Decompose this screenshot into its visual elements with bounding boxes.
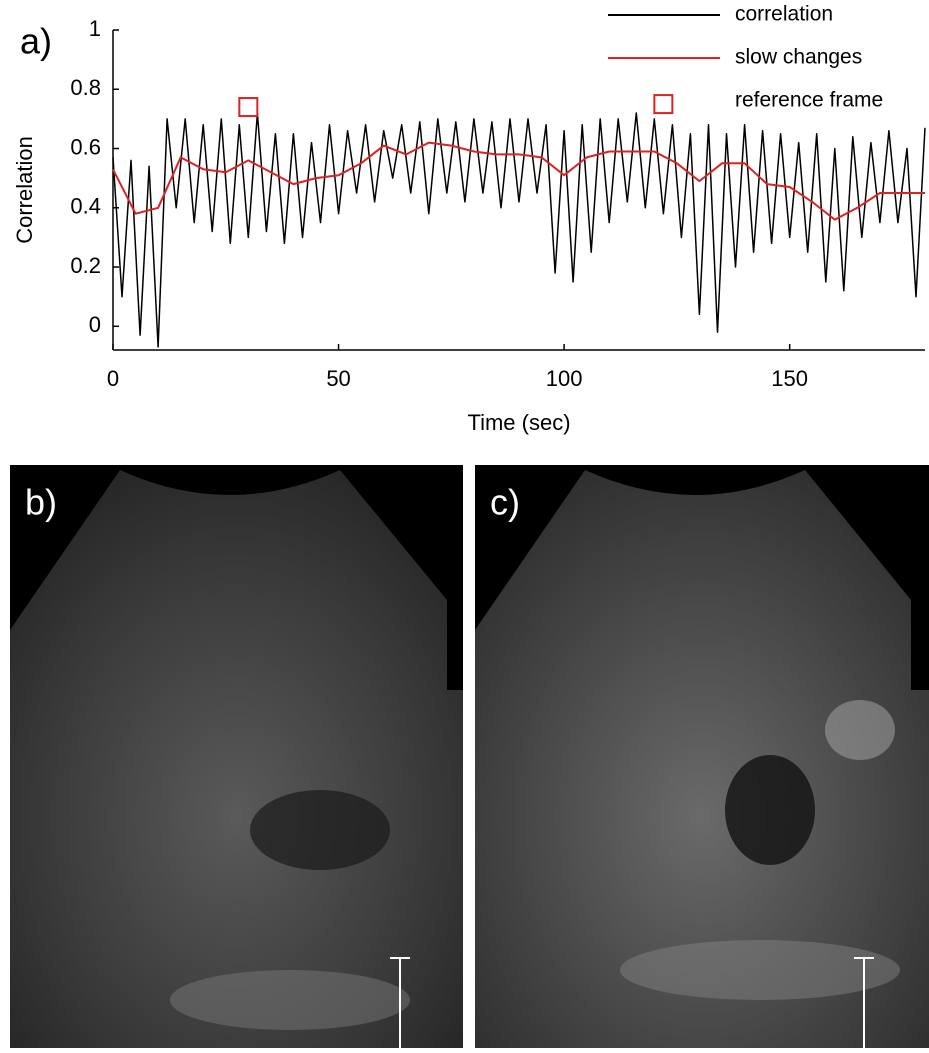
y-tick-label: 0 [89, 312, 101, 337]
reference-marker [653, 94, 674, 115]
legend-label: slow changes [735, 46, 862, 69]
y-tick-label: 0.2 [70, 253, 101, 278]
y-tick-label: 1 [89, 16, 101, 41]
ultrasound-c: c) [475, 465, 929, 1048]
legend-label: reference frame [735, 89, 883, 112]
series-line [112, 141, 925, 221]
y-axis-label: Correlation [12, 136, 37, 244]
x-tick-label: 100 [546, 366, 583, 391]
panel-label: b) [25, 482, 57, 523]
x-tick-label: 0 [107, 366, 119, 391]
ultrasound-b: b) [10, 465, 463, 1048]
legend-label: correlation [735, 3, 833, 26]
series-line [112, 112, 926, 348]
panel-label: a) [20, 21, 52, 62]
reference-marker [238, 97, 259, 118]
x-axis-label: Time (sec) [467, 410, 570, 435]
y-tick-label: 0.6 [70, 134, 101, 159]
x-tick-label: 150 [771, 366, 808, 391]
y-tick-label: 0.8 [70, 75, 101, 100]
x-tick-label: 50 [326, 366, 350, 391]
panel-label: c) [490, 482, 520, 523]
y-tick-label: 0.4 [70, 194, 101, 219]
